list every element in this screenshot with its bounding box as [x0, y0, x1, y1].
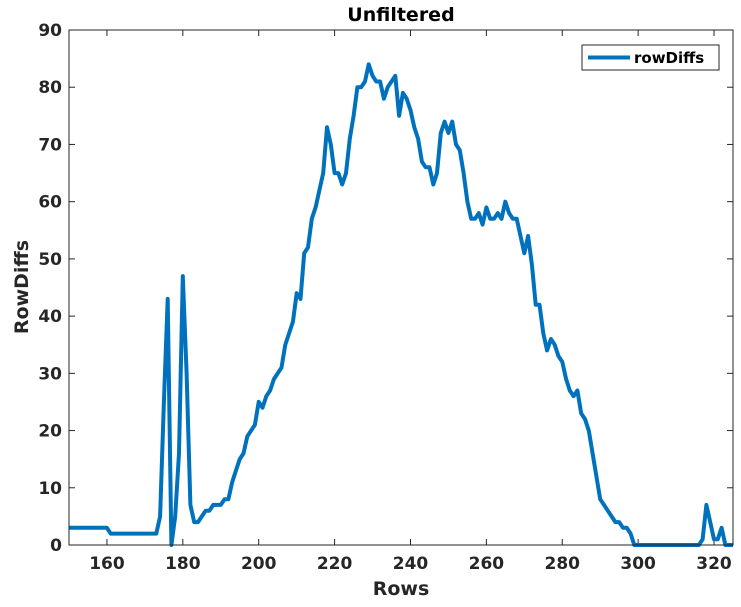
x-tick-label: 300 — [620, 554, 656, 574]
y-tick-label: 20 — [38, 422, 62, 442]
y-tick-label: 40 — [38, 307, 62, 327]
x-tick-label: 320 — [696, 554, 732, 574]
y-tick-label: 60 — [38, 193, 62, 213]
y-tick-label: 80 — [38, 78, 62, 98]
x-tick-label: 180 — [165, 554, 201, 574]
x-tick-label: 260 — [469, 554, 505, 574]
y-tick-label: 0 — [50, 536, 62, 556]
x-axis-label: Rows — [373, 578, 430, 600]
y-axis: 0 10 20 30 40 50 60 70 80 90 — [38, 21, 733, 556]
y-axis-label: RowDiffs — [11, 240, 33, 334]
y-tick-label: 70 — [38, 135, 62, 155]
x-tick-label: 160 — [89, 554, 125, 574]
y-tick-label: 10 — [38, 479, 62, 499]
chart-title: Unfiltered — [347, 4, 454, 26]
x-tick-label: 220 — [317, 554, 353, 574]
series-line-rowdiffs — [69, 62, 733, 547]
y-tick-label: 30 — [38, 364, 62, 384]
y-tick-label: 50 — [38, 250, 62, 270]
legend: rowDiffs — [581, 44, 720, 71]
legend-label-rowdiffs: rowDiffs — [634, 49, 704, 67]
x-tick-label: 200 — [241, 554, 277, 574]
y-tick-label: 90 — [38, 21, 62, 41]
plot-frame — [68, 29, 734, 546]
x-axis: 160 180 200 220 240 260 280 300 320 — [89, 30, 732, 574]
x-tick-label: 280 — [545, 554, 581, 574]
x-tick-label: 240 — [393, 554, 429, 574]
